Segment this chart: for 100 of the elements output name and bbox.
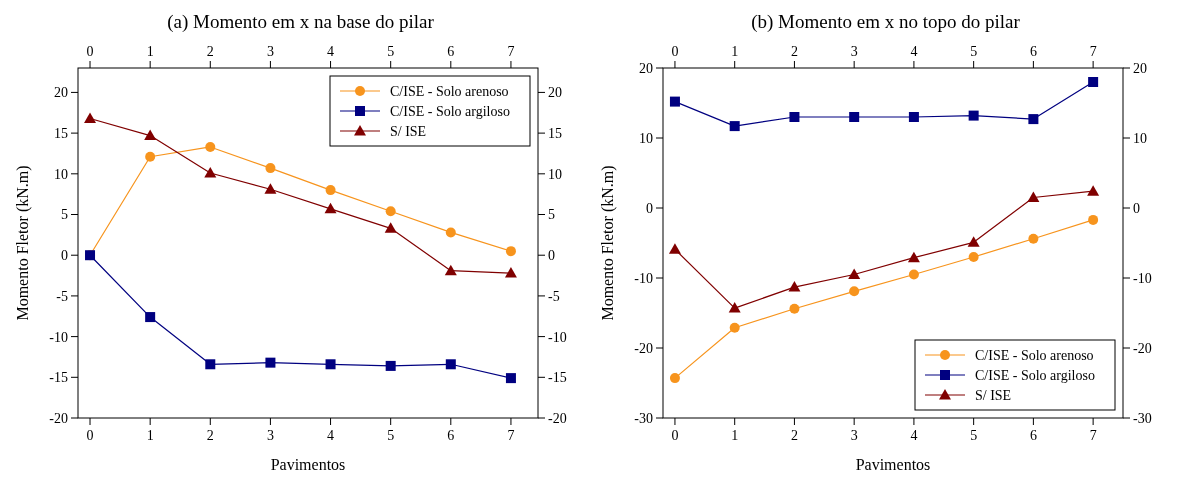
legend-label: C/ISE - Solo arenoso — [390, 83, 509, 99]
x2-tick-label: 6 — [1029, 428, 1037, 443]
x-tick-label: 3 — [850, 44, 858, 59]
point — [729, 322, 740, 333]
y2-tick-label: -10 — [1133, 270, 1152, 286]
point — [968, 252, 979, 262]
x2-tick-label: 1 — [731, 428, 739, 443]
y2-tick-label: 5 — [548, 207, 555, 223]
x-tick-label: 0 — [86, 44, 94, 59]
point — [967, 236, 980, 247]
x-axis-title: Pavimentos — [855, 456, 931, 473]
y2-tick-label: -20 — [548, 410, 567, 426]
y-tick-label: -20 — [634, 340, 653, 356]
y-tick-label: -15 — [49, 370, 68, 386]
point — [907, 251, 920, 263]
chart-title: (b) Momento em x no topo do pilar — [751, 11, 1021, 33]
point — [908, 112, 919, 122]
x2-tick-label: 7 — [1089, 428, 1097, 443]
x-tick-label: 1 — [146, 44, 154, 59]
y2-tick-label: -10 — [548, 329, 567, 345]
x2-tick-label: 5 — [387, 428, 395, 443]
y-tick-label: 10 — [639, 130, 653, 146]
point — [324, 202, 337, 214]
point — [789, 112, 800, 122]
point — [728, 302, 741, 313]
point — [144, 129, 157, 141]
point — [729, 121, 740, 132]
y-tick-label: -30 — [634, 410, 653, 426]
point — [1088, 214, 1099, 225]
y-tick-label: -20 — [49, 410, 68, 426]
y-axis-title: Momento Fletor (kN.m) — [14, 165, 32, 321]
x2-tick-label: 6 — [447, 428, 455, 443]
x2-tick-label: 0 — [671, 428, 679, 443]
point — [205, 141, 216, 152]
point — [1087, 185, 1100, 196]
x-tick-label: 2 — [206, 44, 214, 59]
x-tick-label: 5 — [970, 44, 978, 59]
y-tick-label: 15 — [54, 126, 68, 142]
x2-tick-label: 4 — [910, 428, 918, 443]
y-tick-label: 0 — [61, 248, 68, 264]
x2-tick-label: 7 — [507, 428, 515, 443]
x2-tick-label: 4 — [327, 428, 335, 443]
point — [325, 185, 336, 196]
point — [384, 222, 397, 233]
legend-label: S/ ISE — [390, 123, 427, 139]
y-tick-label: 20 — [639, 60, 653, 76]
point — [445, 227, 456, 238]
y2-tick-label: -20 — [1133, 340, 1152, 356]
point — [669, 96, 680, 107]
y2-tick-label: -30 — [1133, 410, 1152, 426]
point — [505, 373, 516, 384]
point — [849, 286, 860, 297]
y2-tick-label: 10 — [1133, 130, 1147, 146]
x2-tick-label: 3 — [850, 428, 858, 443]
x-tick-label: 6 — [1029, 44, 1037, 59]
point — [908, 269, 919, 280]
point — [1028, 114, 1039, 125]
point — [444, 264, 457, 276]
point — [84, 112, 97, 123]
point — [848, 268, 861, 279]
point — [385, 206, 396, 217]
x-tick-label: 4 — [910, 44, 918, 59]
chart-title: (a) Momento em x na base do pilar — [167, 11, 435, 33]
legend-label: C/ISE - Solo argiloso — [975, 367, 1095, 383]
point — [1027, 191, 1040, 202]
x2-tick-label: 0 — [86, 428, 94, 443]
point — [968, 110, 979, 121]
point — [669, 373, 680, 384]
x-tick-label: 0 — [671, 44, 679, 59]
point — [1088, 77, 1099, 87]
y2-tick-label: 15 — [548, 126, 562, 142]
y-tick-label: -10 — [634, 270, 653, 286]
x-tick-label: 7 — [1089, 44, 1097, 59]
point — [788, 281, 801, 292]
x-axis-title: Pavimentos — [270, 456, 346, 473]
y2-tick-label: 20 — [1133, 60, 1147, 76]
legend-label: C/ISE - Solo argiloso — [390, 103, 510, 119]
point — [668, 243, 681, 254]
x-tick-label: 3 — [266, 44, 274, 59]
point — [265, 357, 276, 368]
x-tick-label: 4 — [327, 44, 335, 59]
point — [385, 360, 396, 371]
x2-tick-label: 2 — [206, 428, 214, 443]
point — [504, 267, 517, 278]
x-tick-label: 6 — [447, 44, 455, 59]
x-tick-label: 5 — [387, 44, 395, 59]
y-tick-label: 0 — [646, 200, 653, 216]
point — [145, 312, 156, 323]
y2-tick-label: -15 — [548, 370, 567, 386]
point — [1028, 233, 1039, 244]
y-tick-label: -5 — [56, 288, 68, 304]
point — [264, 183, 277, 194]
point — [204, 167, 217, 178]
point — [505, 246, 516, 257]
point — [849, 112, 860, 122]
x2-tick-label: 2 — [790, 428, 798, 443]
legend-label: C/ISE - Solo arenoso — [975, 347, 1094, 363]
y-axis-title: Momento Fletor (kN.m) — [599, 165, 617, 321]
y2-tick-label: 20 — [548, 85, 562, 101]
y2-tick-label: -5 — [548, 288, 560, 304]
